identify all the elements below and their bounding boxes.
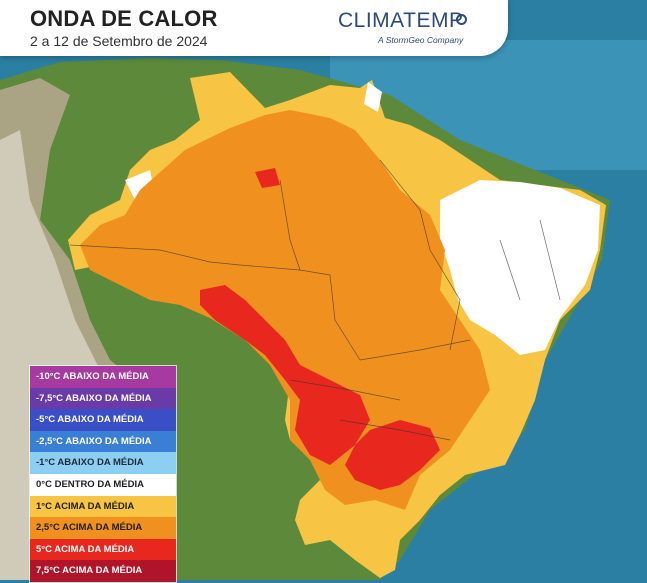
- legend-item: -5°C ABAIXO DA MÉDIA: [30, 409, 176, 431]
- state-borders: [69, 159, 561, 441]
- brand-logo-o-icon: [456, 14, 467, 25]
- brand-tagline: A StormGeo Company: [378, 35, 464, 45]
- legend-item: -1°C ABAIXO DA MÉDIA: [30, 452, 176, 474]
- brand-logo-text: CLIMATEMP: [338, 9, 464, 32]
- brazil-anomaly-2-5c: [80, 110, 490, 510]
- date-range: 2 a 12 de Setembro de 2024: [30, 33, 208, 49]
- brazil-anomaly-5c-south: [345, 420, 440, 490]
- legend-item: -7,5°C ABAIXO DA MÉDIA: [30, 387, 176, 410]
- legend-item: -10°C ABAIXO DA MÉDIA: [30, 366, 176, 388]
- legend-item: 1°C ACIMA DA MÉDIA: [30, 495, 176, 518]
- brazil-anomaly-5c-west: [200, 285, 370, 465]
- page-title: ONDA DE CALOR: [30, 6, 218, 31]
- amapa-white-patch: [364, 82, 382, 112]
- legend-item: 7,5°C ACIMA DA MÉDIA: [30, 560, 176, 582]
- legend-item: 2,5°C ACIMA DA MÉDIA: [30, 517, 176, 539]
- legend-item: -2,5°C ABAIXO DA MÉDIA: [30, 430, 176, 453]
- legend: -10°C ABAIXO DA MÉDIA -7,5°C ABAIXO DA MÉ…: [29, 365, 177, 583]
- legend-item: 0°C DENTRO DA MÉDIA: [30, 473, 176, 496]
- legend-item: 5°C ACIMA DA MÉDIA: [30, 538, 176, 561]
- northeast-normal-zone: [440, 180, 600, 355]
- brazil-anomaly-5c-north: [255, 168, 280, 188]
- header-panel: ONDA DE CALOR 2 a 12 de Setembro de 2024…: [0, 0, 508, 56]
